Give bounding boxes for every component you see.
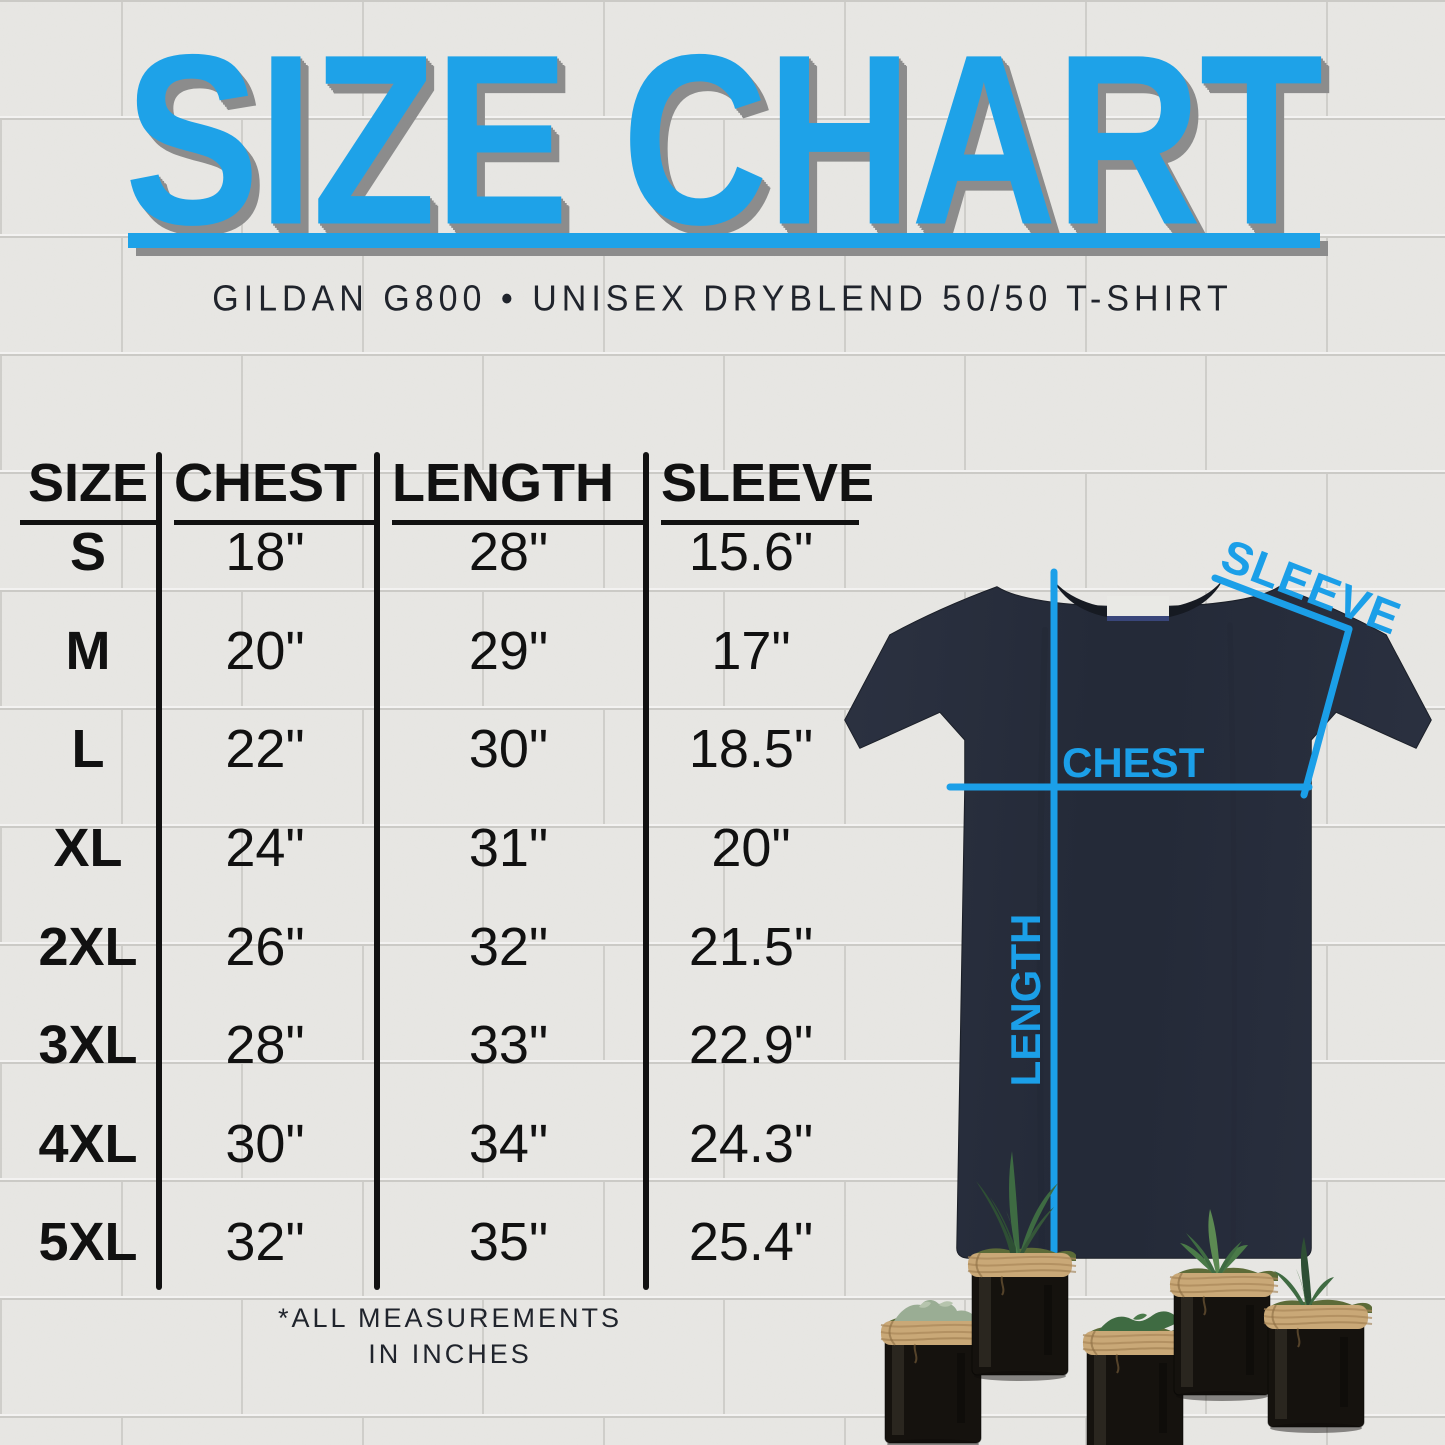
svg-text:CHEST: CHEST <box>1062 739 1205 786</box>
svg-text:LENGTH: LENGTH <box>1002 914 1049 1087</box>
